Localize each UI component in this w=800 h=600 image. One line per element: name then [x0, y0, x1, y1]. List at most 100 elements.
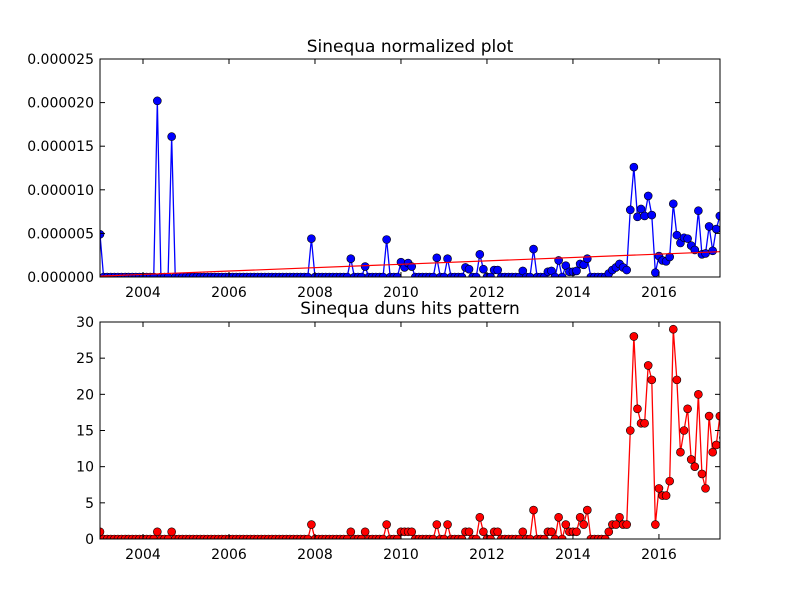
data-point: [708, 246, 717, 256]
data-point: [550, 534, 560, 539]
x-tick-label: 2006: [211, 547, 247, 563]
x-tick-label: 2004: [125, 285, 161, 301]
data-point: [479, 527, 488, 537]
data-point: [493, 527, 503, 537]
data-point: [378, 534, 388, 539]
data-point: [625, 426, 635, 435]
x-tick-label: 2012: [469, 285, 505, 301]
y-tick-label: 0.000010: [27, 183, 94, 199]
data-point: [679, 426, 689, 435]
data-point: [428, 534, 438, 539]
x-tick-label: 2006: [211, 285, 247, 301]
data-point: [636, 204, 646, 214]
data-point: [611, 520, 621, 529]
data-point: [428, 272, 438, 277]
data-point: [475, 512, 485, 522]
data-point: [432, 520, 442, 529]
y-tick-label: 0.000025: [27, 52, 94, 68]
data-point: [704, 222, 714, 231]
y-tick-label: 25: [76, 351, 94, 367]
y-tick-label: 0: [85, 532, 94, 548]
data-point: [307, 520, 316, 529]
y-tick-label: 10: [76, 460, 94, 476]
data-point: [439, 272, 449, 277]
data-point: [307, 234, 316, 243]
data-point: [640, 211, 649, 221]
x-tick-label: 2016: [641, 547, 677, 563]
data-point: [153, 527, 162, 537]
x-tick-label: 2014: [555, 547, 591, 563]
data-point: [360, 527, 370, 537]
data-point: [629, 332, 639, 341]
data-point: [668, 199, 678, 209]
data-point: [643, 191, 653, 201]
y-tick-label: 0.000015: [27, 139, 94, 155]
data-point: [464, 264, 474, 274]
data-point: [493, 265, 503, 275]
data-point: [643, 361, 653, 370]
data-point: [575, 512, 585, 522]
data-point: [676, 447, 685, 457]
data-point: [690, 245, 700, 255]
data-point: [557, 534, 567, 539]
duns-hits-pattern: Sinequa duns hits pattern 2004 2006 2008 20…: [76, 299, 721, 563]
data-point: [471, 534, 481, 539]
data-point: [694, 390, 703, 399]
y-tick-label: 0.000005: [27, 226, 94, 242]
data-point: [625, 205, 635, 215]
data-point: [486, 534, 495, 539]
data-point: [572, 527, 581, 537]
data-point: [647, 210, 657, 220]
data-point: [572, 266, 581, 276]
data-point: [100, 229, 105, 239]
data-point: [582, 254, 592, 263]
axis-ticks: 2004 2006 2008 2010 2012 2014 2016 0.000000 0.00…: [27, 52, 720, 301]
data-point: [686, 455, 696, 464]
data-point: [360, 262, 370, 271]
data-point: [701, 484, 710, 493]
data-point: [457, 534, 467, 539]
x-tick-label: 2014: [555, 285, 591, 301]
data-point: [654, 484, 664, 493]
y-tick-label: 5: [85, 496, 94, 512]
y-tick-label: 0.000020: [27, 96, 94, 112]
data-point: [582, 505, 592, 515]
data-point: [615, 512, 624, 522]
data-point: [303, 534, 313, 539]
x-tick-label: 2008: [297, 285, 333, 301]
data-point: [622, 520, 632, 529]
data-point: [378, 272, 388, 277]
data-point: [393, 534, 402, 539]
data-point: [342, 272, 352, 277]
data-point: [342, 534, 352, 539]
data-point: [651, 268, 660, 277]
data-point: [554, 512, 563, 522]
x-tick-label: 2008: [297, 547, 333, 563]
x-tick-label: 2004: [125, 547, 161, 563]
chart-title: Sinequa normalized plot: [307, 37, 514, 57]
data-point: [163, 534, 173, 539]
data-point: [464, 527, 474, 537]
x-tick-label: 2012: [469, 547, 505, 563]
data-point: [346, 254, 356, 263]
data-point: [407, 262, 417, 271]
normalized-plot: Sinequa normalized plot 2004 2006 2008 2010…: [27, 37, 721, 301]
data-point: [357, 534, 366, 539]
data-point: [518, 527, 528, 537]
data-point: [443, 254, 452, 263]
data-point: [167, 132, 176, 141]
data-point: [579, 520, 589, 529]
data-point: [479, 264, 488, 274]
data-point: [694, 206, 703, 216]
data-point: [550, 272, 560, 277]
data-point: [672, 230, 682, 240]
data-point: [561, 520, 571, 529]
data-point: [443, 520, 452, 529]
data-point: [629, 162, 639, 172]
data-point: [547, 527, 556, 537]
data-point: [665, 476, 674, 486]
data-point: [704, 411, 714, 421]
data-point: [432, 253, 442, 263]
data-point: [622, 265, 632, 275]
